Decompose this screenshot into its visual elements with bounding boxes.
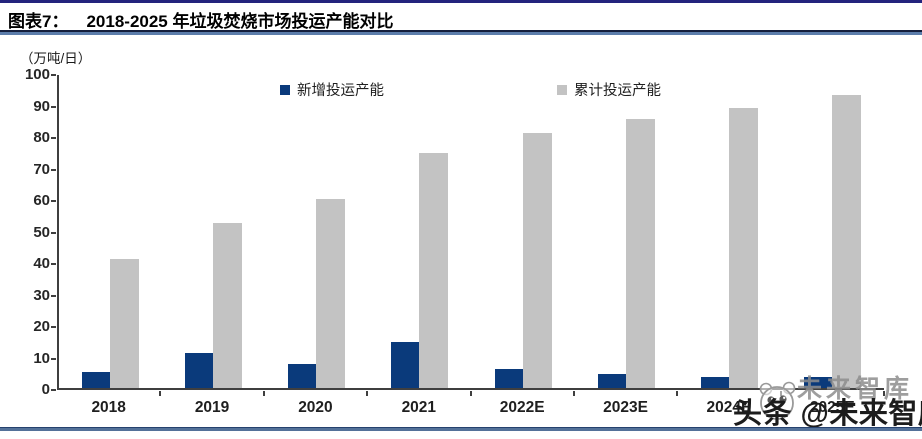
bottom-divider (0, 427, 922, 431)
bar-new-capacity (185, 353, 214, 388)
y-axis-label: 60 (33, 192, 50, 209)
x-axis-label-2022E: 2022E (499, 399, 545, 416)
bar-group-2020 (265, 75, 368, 388)
y-axis-tick (51, 294, 56, 297)
bar-cumulative-capacity (625, 118, 655, 388)
bar-group-2021 (368, 75, 471, 388)
x-axis-tick (572, 391, 575, 396)
bar-new-capacity (391, 342, 420, 388)
bar-new-capacity (803, 376, 832, 388)
y-axis-label: 50 (33, 223, 50, 241)
watermark-mascot-logo-icon (759, 381, 796, 420)
bar-cumulative-capacity (316, 199, 346, 388)
y-axis-tick (51, 137, 56, 139)
bar-new-capacity (597, 373, 626, 388)
x-axis-tick (159, 391, 162, 396)
legend-item-cumulative-capacity: 累计投运产能 (557, 79, 661, 100)
y-axis-label: 40 (33, 255, 50, 272)
y-axis-label: 10 (33, 349, 50, 367)
bar-new-capacity (288, 364, 317, 388)
x-axis-label-2021: 2021 (401, 399, 437, 416)
bar-new-capacity (82, 372, 111, 388)
bar-groups (59, 75, 884, 388)
x-axis-label-2024E: 2024E (706, 399, 752, 416)
x-axis-label-2020: 2020 (298, 399, 333, 416)
chart-number-label: 图表7： (8, 12, 69, 31)
chart-title: 2018-2025 年垃圾焚烧市场投运产能对比 (86, 12, 394, 31)
top-divider (0, 0, 922, 3)
y-axis-tick (51, 263, 56, 265)
y-axis-label: 100 (24, 66, 50, 83)
y-axis-tick (51, 389, 56, 391)
x-axis-tick (676, 391, 679, 396)
y-axis-unit-label: （万吨/日） (20, 51, 92, 66)
bar-cumulative-capacity (831, 95, 861, 388)
y-axis-label: 20 (33, 318, 50, 335)
bar-group-2019 (162, 75, 265, 388)
y-axis-label: 90 (33, 97, 50, 115)
watermark-brand-text: 未来智库 (797, 375, 914, 403)
legend-item-new-capacity: 新增投运产能 (280, 79, 384, 100)
x-axis-label-2019: 2019 (194, 399, 230, 416)
bar-new-capacity (700, 376, 729, 388)
bar-group-2022E (472, 75, 575, 388)
y-axis-label: 80 (33, 129, 50, 146)
y-axis-tick (51, 105, 56, 108)
bar-cumulative-capacity (419, 153, 449, 388)
y-axis-tick (51, 326, 56, 328)
bar-group-2023E (575, 75, 678, 388)
bar-cumulative-capacity (728, 107, 758, 388)
x-axis-tick (883, 391, 885, 396)
bar-new-capacity (494, 369, 523, 388)
y-axis-tick (51, 168, 56, 171)
title-underline (0, 30, 922, 35)
legend-label-new-capacity: 新增投运产能 (297, 83, 384, 99)
chart-legend: 新增投运产能 累计投运产能 (0, 79, 922, 99)
bar-group-2025E (781, 75, 884, 388)
x-axis-label-2025E: 2025E (809, 399, 855, 416)
bar-group-2024E (678, 75, 781, 388)
x-axis-label-2023E: 2023E (603, 399, 648, 416)
y-axis-tick (51, 200, 56, 202)
y-axis-tick (51, 74, 56, 76)
x-axis-tick (366, 391, 369, 396)
y-axis-label: 70 (33, 160, 50, 178)
legend-label-cumulative-capacity: 累计投运产能 (574, 83, 661, 99)
legend-swatch-cumulative-capacity-icon (557, 84, 567, 95)
bar-cumulative-capacity (522, 132, 552, 388)
y-axis-tick (51, 357, 56, 360)
x-axis-label-2018: 2018 (91, 399, 126, 416)
bar-cumulative-capacity (110, 258, 140, 388)
plot-area (57, 75, 884, 390)
watermark-overlay-text: 头条 @未来智库 (733, 398, 922, 430)
y-axis-tick (51, 231, 56, 234)
x-axis-tick (469, 391, 472, 396)
y-axis-label: 0 (41, 381, 50, 398)
x-axis-tick (262, 391, 265, 396)
y-axis-label: 30 (33, 286, 50, 304)
bar-cumulative-capacity (213, 222, 243, 388)
legend-swatch-new-capacity-icon (280, 84, 290, 95)
bar-group-2018 (59, 75, 162, 388)
chart-header: 图表7： 2018-2025 年垃圾焚烧市场投运产能对比 (8, 7, 394, 32)
